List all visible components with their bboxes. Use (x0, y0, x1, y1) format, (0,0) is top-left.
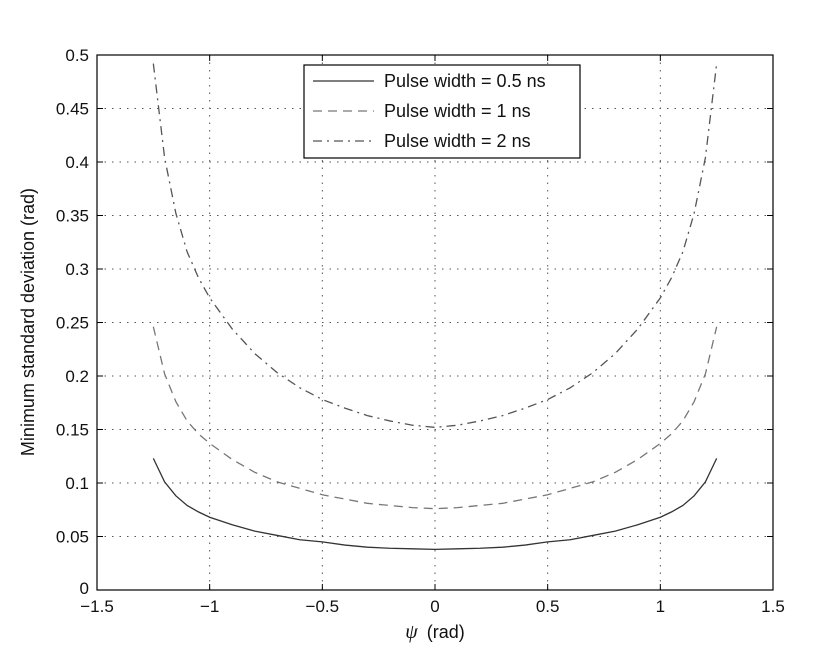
y-tick-labels: 0 0.05 0.1 0.15 0.2 0.25 0.3 0.35 0.4 0.45 0.5 (56, 46, 89, 598)
y-tick-label: 0.1 (65, 474, 89, 493)
legend-label-1: Pulse width = 0.5 ns (384, 71, 546, 91)
series-line-3 (152, 63, 718, 429)
y-tick-label: 0.25 (56, 314, 89, 333)
y-tick-label: 0.5 (65, 46, 89, 65)
x-axis-symbol: ψ (405, 621, 418, 643)
y-tick-label: 0.15 (56, 421, 89, 440)
y-tick-label: 0.4 (65, 153, 89, 172)
legend-label-3: Pulse width = 2 ns (384, 131, 531, 151)
y-tick-label: 0.05 (56, 528, 89, 547)
legend-entries: Pulse width = 0.5 ns Pulse width = 1 ns Pu… (313, 71, 546, 151)
y-tick-label: 0.3 (65, 260, 89, 279)
x-tick-labels: −1.5 −1 −0.5 0 0.5 1 1.5 (80, 597, 785, 616)
x-axis-title: ψ (rad) (405, 621, 464, 643)
y-tick-label: 0.35 (56, 207, 89, 226)
x-axis-unit: (rad) (427, 622, 465, 642)
x-tick-label: 0.5 (536, 597, 560, 616)
x-tick-label: −1 (200, 597, 219, 616)
data-series (152, 63, 718, 550)
x-tick-label: 1 (656, 597, 665, 616)
y-tick-label: 0.2 (65, 367, 89, 386)
x-tick-label: 0 (430, 597, 439, 616)
legend: Pulse width = 0.5 ns Pulse width = 1 ns Pu… (303, 64, 581, 159)
x-tick-label: −1.5 (80, 597, 114, 616)
axis-ticks (96, 54, 774, 591)
y-tick-label: 0 (80, 579, 89, 598)
legend-label-2: Pulse width = 1 ns (384, 101, 531, 121)
x-tick-label: 1.5 (761, 597, 785, 616)
y-axis-title: Minimum standard deviation (rad) (18, 188, 38, 456)
series-line-2 (152, 326, 718, 510)
x-tick-label: −0.5 (306, 597, 340, 616)
y-tick-label: 0.45 (56, 100, 89, 119)
series-line-1 (152, 458, 718, 550)
